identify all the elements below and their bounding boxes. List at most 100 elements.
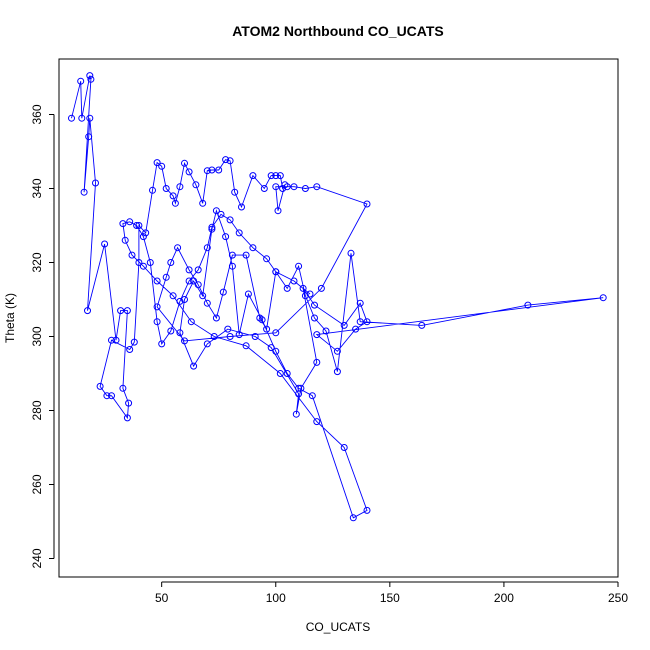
data-point [176,297,184,305]
data-point [77,77,85,85]
data-point [212,207,220,215]
data-point [68,114,75,122]
data-point [283,183,291,191]
data-point [222,156,230,164]
data-point [363,318,371,326]
data-point [199,199,207,207]
data-point [299,284,307,292]
data-point [363,506,371,514]
data-points [68,72,607,522]
data-point [599,294,607,302]
data-point [139,233,147,241]
data-point [313,183,321,191]
data-point [208,223,216,231]
data-lines [71,75,604,519]
data-point [149,186,156,194]
data-point [176,183,184,191]
data-point [171,199,179,207]
data-point [249,172,257,180]
data-point [226,216,234,224]
data-point [292,410,300,418]
data-point [272,347,280,355]
data-point [139,262,147,270]
data-point [121,236,129,244]
data-point [251,333,259,340]
data-point [333,368,341,376]
plot-frame [58,58,619,578]
y-tick-label: 360 [30,104,44,124]
y-tick-label: 280 [30,400,44,420]
data-point [108,392,115,400]
data-point [194,266,202,274]
data-point [92,179,99,187]
data-point [167,327,175,335]
data-point [169,192,177,200]
data-point [181,296,188,303]
data-point [301,292,309,300]
data-point [235,331,243,339]
data-point [126,218,134,226]
data-point [322,327,330,335]
data-point [308,392,316,400]
data-point [356,299,364,307]
data-point [313,418,321,426]
data-point [176,329,184,337]
data-point [185,168,193,176]
data-point [117,307,125,315]
data-point [222,233,230,241]
data-point [167,259,175,266]
data-point [256,314,264,322]
data-point [313,331,321,339]
x-tick-label: 200 [494,591,514,605]
x-axis: 50 100 150 200 250 [155,581,628,605]
data-point [185,266,193,274]
data-point [311,301,318,309]
data-point [333,347,341,355]
data-point [125,399,133,407]
data-point [174,244,182,252]
data-point [418,321,426,329]
data-point [311,314,318,322]
data-point [228,251,236,259]
data-point [244,290,252,298]
data-point [135,222,143,229]
data-point [133,222,141,229]
data-point [158,340,166,348]
data-point [153,303,161,311]
data-point [301,185,309,192]
x-tick-label: 50 [155,591,169,605]
data-point [190,277,198,285]
data-point [153,318,161,326]
data-point [181,337,188,345]
data-point [87,75,95,83]
data-point [267,172,275,180]
data-point [158,162,166,170]
data-point [212,314,220,322]
data-point [272,329,280,337]
data-point [190,362,198,370]
data-point [128,251,136,259]
data-point [272,172,280,180]
data-point [226,157,234,165]
data-point [203,167,211,175]
data-point [187,318,195,326]
data-point [119,220,127,228]
data-point [85,133,93,141]
y-axis-label: Theta (K) [3,293,17,343]
data-point [181,159,188,167]
data-point [185,277,193,285]
data-point [169,292,177,300]
data-point [524,301,532,309]
data-point [290,183,298,191]
data-point [101,240,109,248]
y-tick-label: 240 [30,548,44,568]
data-point [153,159,161,167]
data-point [217,210,225,218]
data-point [295,262,303,270]
data-point [80,188,88,196]
data-point [126,346,134,353]
data-point [199,292,207,300]
data-point [352,325,360,333]
data-point [208,225,216,233]
